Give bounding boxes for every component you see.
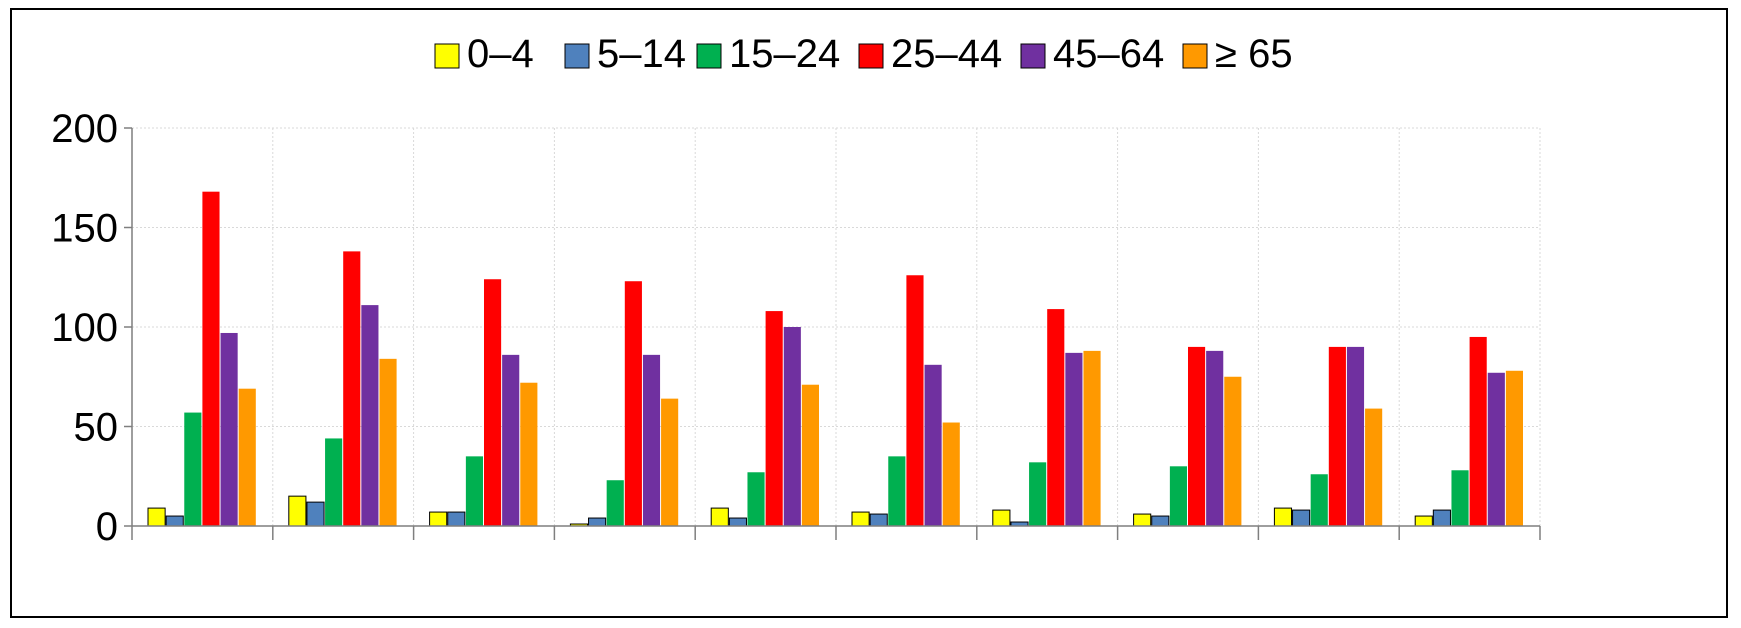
bar (429, 511, 448, 527)
legend-swatch (858, 43, 884, 69)
bar (1292, 509, 1311, 527)
bar (661, 398, 679, 526)
bar (1505, 370, 1523, 526)
legend-swatch (1182, 43, 1208, 69)
bar (1047, 309, 1065, 526)
chart-frame: 0 50 100 150 200 0–4 5–14 15–24 25–44 45–64 ≥ 65 (10, 8, 1728, 618)
bar (184, 412, 202, 526)
bar (288, 495, 307, 527)
bar (447, 511, 466, 527)
bar (992, 509, 1011, 527)
bar (869, 513, 888, 527)
legend-label: 15–24 (729, 32, 840, 76)
bar (465, 456, 483, 526)
bar (942, 422, 960, 526)
bar (1273, 507, 1293, 527)
gridlines (132, 127, 1541, 526)
bar (238, 388, 256, 526)
bar (624, 281, 642, 526)
bar (379, 358, 397, 526)
y-tick-label: 200 (51, 107, 118, 151)
bar (325, 438, 343, 526)
bar (710, 507, 729, 527)
bar (1432, 509, 1451, 527)
legend-swatch (1020, 43, 1046, 69)
legend-label: 5–14 (597, 32, 686, 76)
bar (343, 251, 361, 526)
bar (202, 191, 220, 526)
legend-label: ≥ 65 (1215, 32, 1293, 76)
bar-chart: 0 50 100 150 200 0–4 5–14 15–24 25–44 45–64 ≥ 65 (51, 32, 1541, 549)
bar (1365, 408, 1383, 526)
bar (1451, 470, 1469, 526)
legend-label: 45–64 (1053, 32, 1164, 76)
bar (1188, 346, 1206, 526)
bar (1151, 515, 1170, 527)
bar (747, 472, 765, 526)
legend-swatch (696, 43, 722, 69)
bar (1310, 474, 1328, 526)
bar (1224, 376, 1242, 526)
bar (1065, 352, 1083, 526)
bar (765, 311, 783, 526)
axes: 0 50 100 150 200 (51, 107, 1541, 549)
bar (520, 382, 538, 526)
bar (888, 456, 906, 526)
bar (1346, 346, 1365, 526)
legend-swatch (434, 43, 460, 69)
bar (1206, 350, 1224, 526)
bar (851, 511, 870, 527)
legend-label: 0–4 (467, 32, 534, 76)
bar (306, 501, 325, 527)
bar (1469, 336, 1487, 526)
bar (165, 515, 184, 527)
bar (924, 364, 942, 526)
bar (1328, 346, 1346, 526)
bar (606, 480, 624, 526)
bar (801, 384, 819, 526)
y-tick-label: 0 (96, 505, 118, 549)
bar (783, 327, 801, 526)
bar (502, 354, 520, 526)
legend-swatch (564, 43, 590, 69)
bars (147, 191, 1523, 527)
bar (484, 279, 502, 526)
bar (588, 517, 607, 527)
bar (220, 332, 238, 526)
y-tick-label: 150 (51, 207, 118, 251)
y-tick-label: 50 (74, 406, 119, 450)
bar (147, 507, 166, 527)
bar (1029, 462, 1047, 526)
legend: 0–4 5–14 15–24 25–44 45–64 ≥ 65 (434, 32, 1293, 76)
bar (906, 275, 924, 526)
bar (1083, 350, 1101, 526)
bar (1133, 513, 1152, 527)
bar (1169, 466, 1187, 526)
y-tick-label: 100 (51, 306, 118, 350)
bar (1487, 372, 1505, 526)
bar (1414, 515, 1433, 527)
bar (642, 354, 661, 526)
bar (728, 517, 747, 527)
bar (361, 305, 379, 526)
legend-label: 25–44 (891, 32, 1002, 76)
